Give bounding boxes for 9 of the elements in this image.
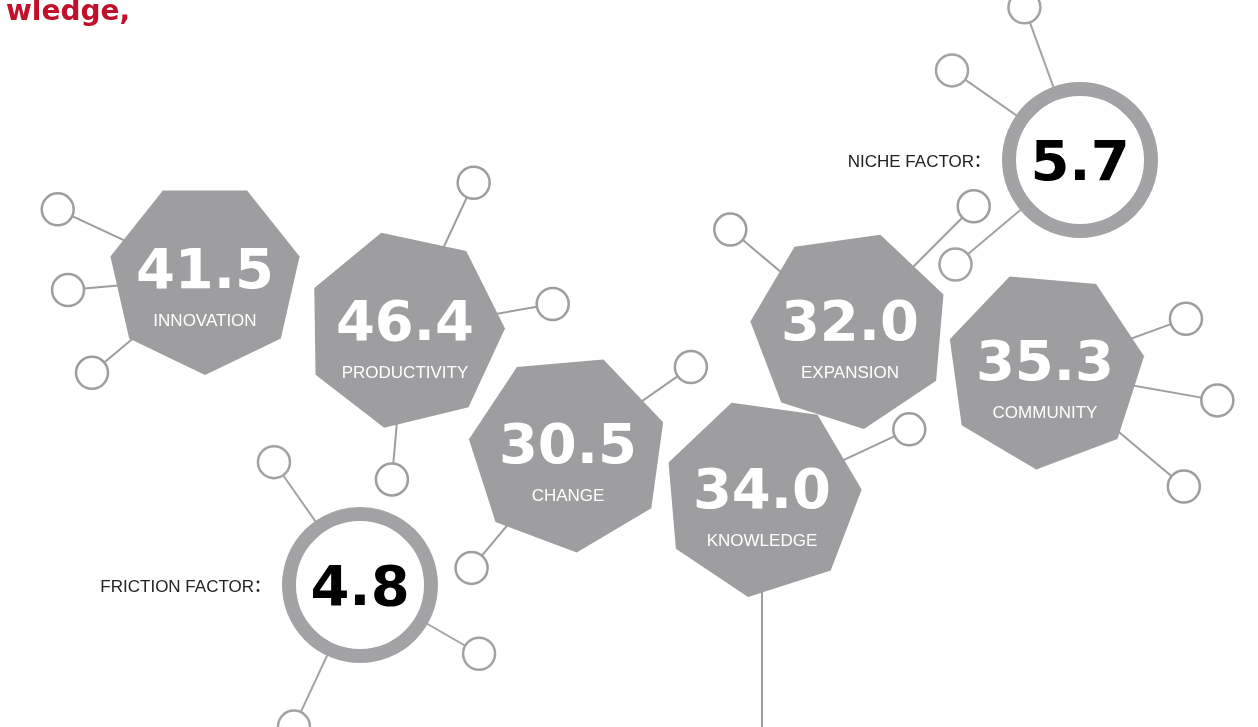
category-label: FRICTION FACTOR	[100, 577, 254, 596]
category-label: KNOWLEDGE	[706, 531, 818, 550]
data-label: 32.0	[780, 288, 920, 353]
category-label: EXPANSION	[801, 363, 899, 382]
category-label: COMMUNITY	[992, 403, 1098, 422]
data-label: 5.7	[1030, 128, 1130, 193]
data-label: 4.8	[310, 553, 410, 618]
category-label: NICHE FACTOR	[847, 152, 974, 171]
category-label: PRODUCTIVITY	[341, 363, 469, 382]
